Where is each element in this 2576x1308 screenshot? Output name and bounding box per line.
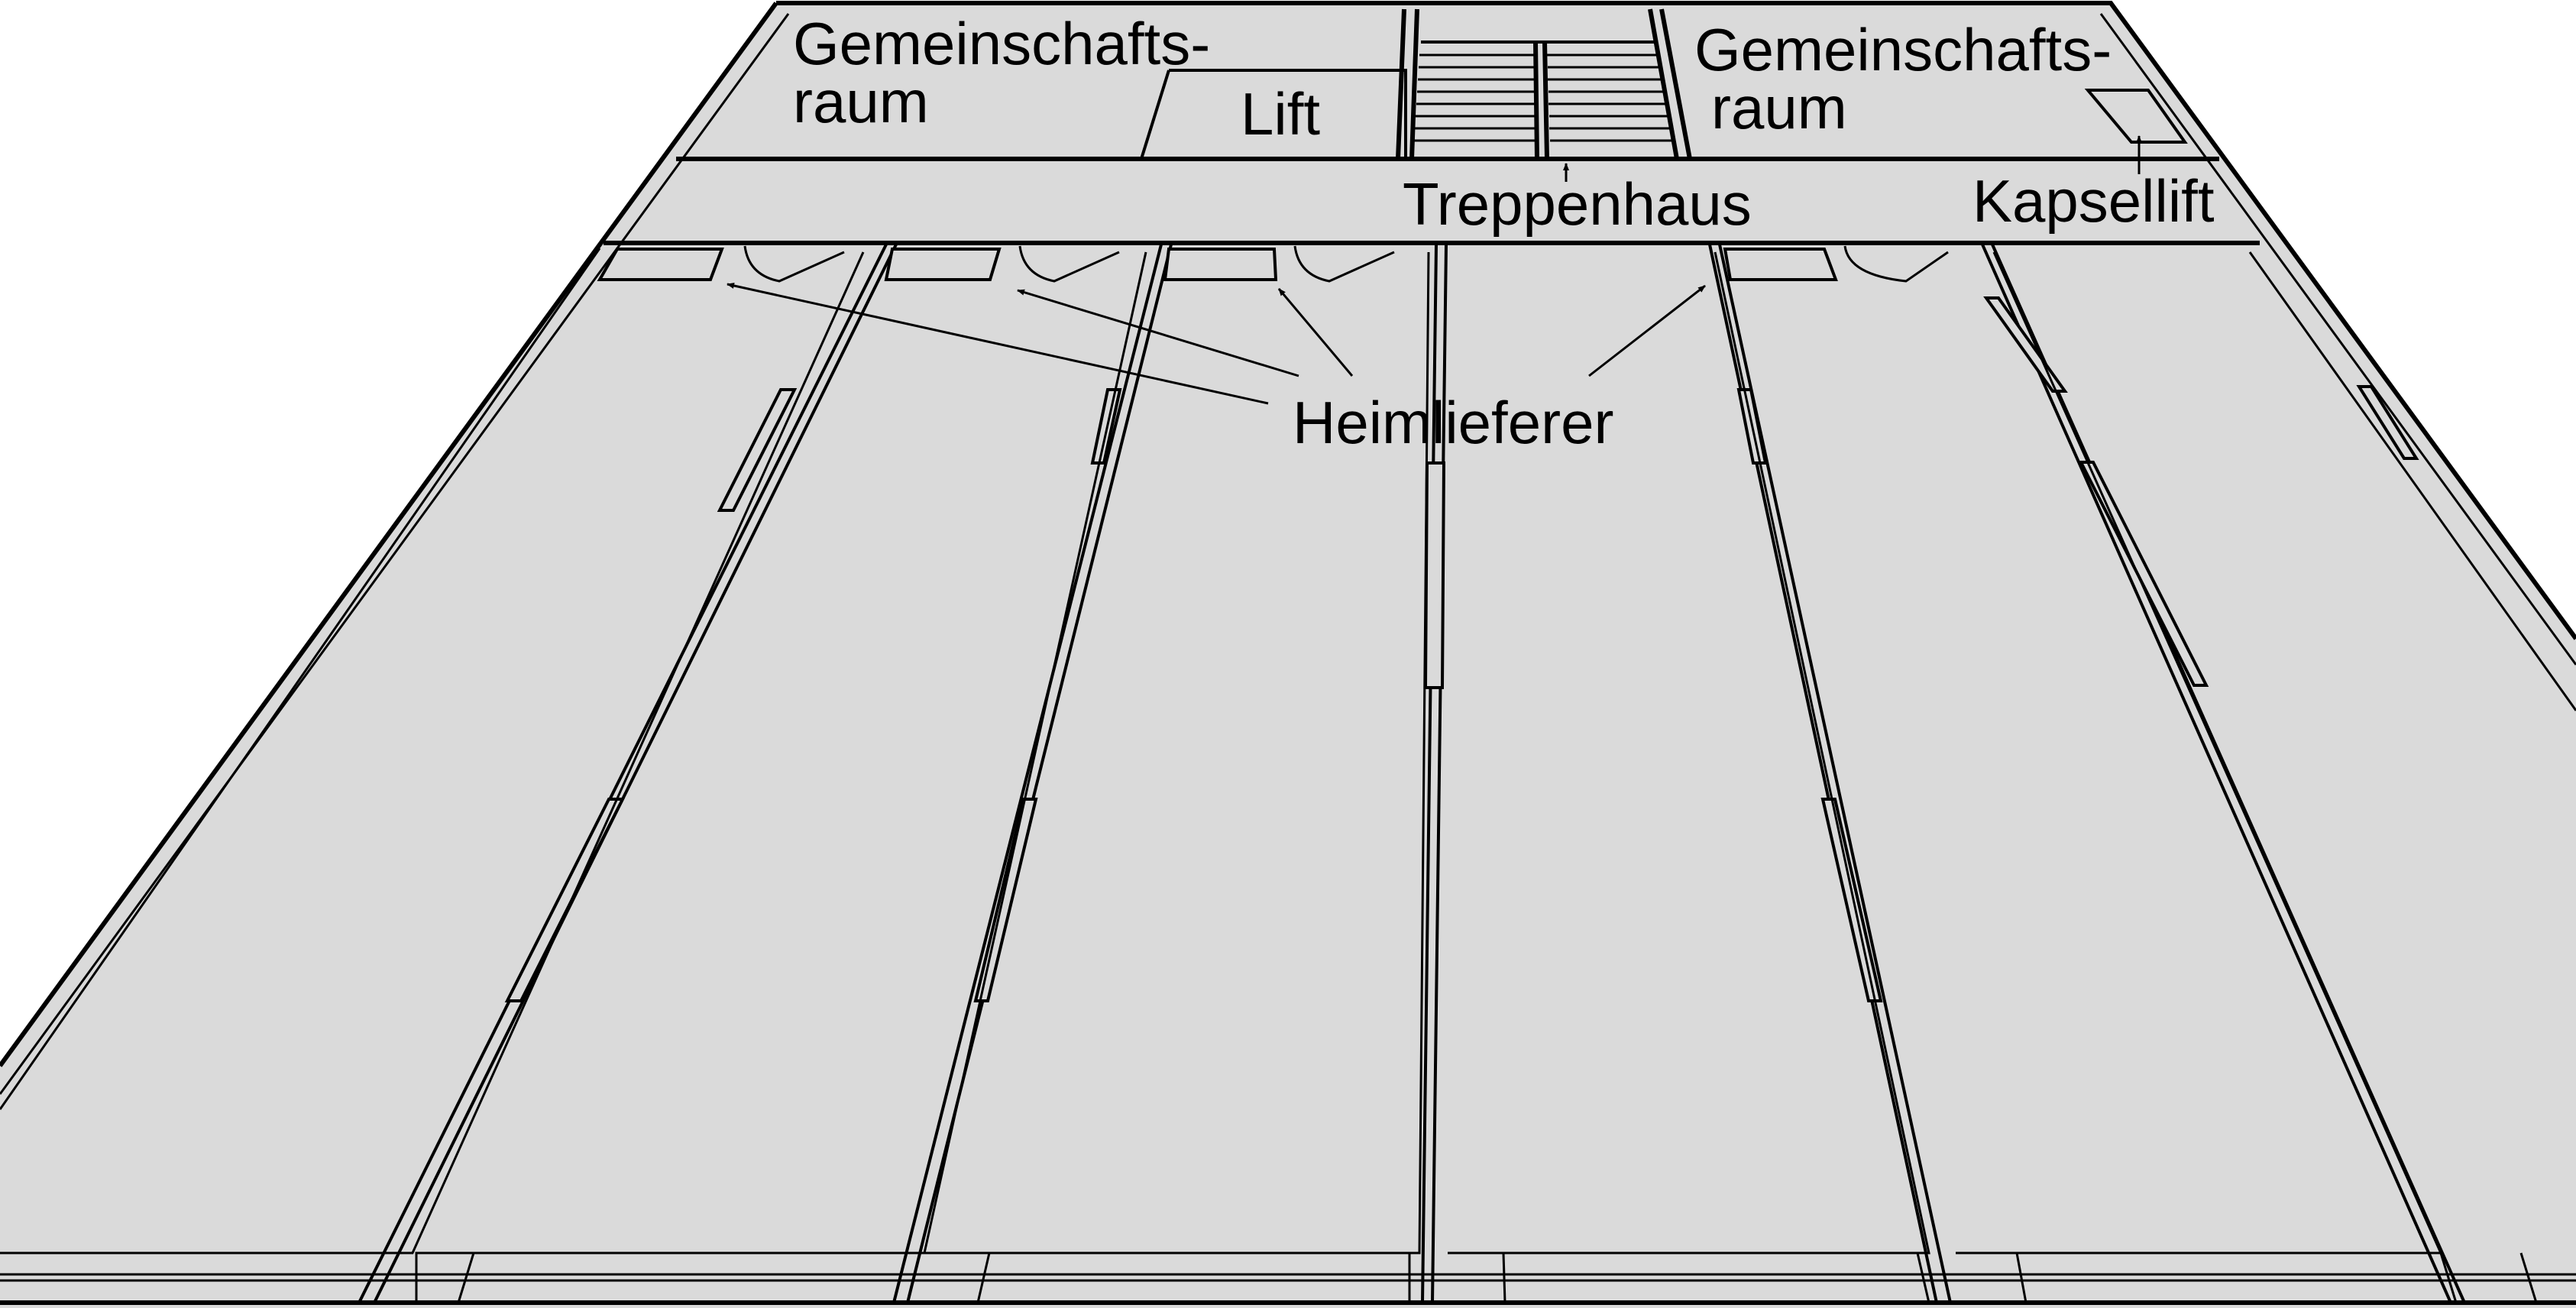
apartment-units <box>0 251 2576 1305</box>
outer-wall-left <box>0 2 778 1067</box>
outer-wall-left-inner <box>0 13 790 1095</box>
building-floor <box>0 3 2576 1308</box>
stairwell <box>1396 8 1692 160</box>
door-swings <box>743 245 1949 283</box>
capsule-lift <box>2084 89 2188 144</box>
lift <box>1140 70 1170 160</box>
label-common-room-left-2: raum <box>793 68 929 135</box>
label-common-room-right-2: raum <box>1711 74 1847 141</box>
common-room-left <box>1169 69 1407 159</box>
label-stairwell: Treppenhaus <box>1403 170 1752 238</box>
label-common-room-left-1: Gemeinschafts- <box>793 10 1210 77</box>
label-lift: Lift <box>1241 80 1320 147</box>
annotation-arrows <box>727 135 2142 405</box>
delivery-boxes <box>597 248 1838 281</box>
label-common-room-right-1: Gemeinschafts- <box>1694 16 2112 83</box>
label-capsule-lift: Kapsellift <box>1972 167 2215 235</box>
label-home-delivery: Heimlieferer <box>1293 389 1613 456</box>
outer-wall-right-inner <box>2099 13 2576 665</box>
outer-wall-right <box>776 1 2576 640</box>
